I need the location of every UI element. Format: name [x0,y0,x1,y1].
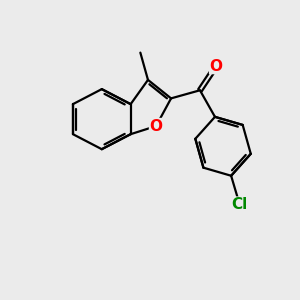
Text: Cl: Cl [232,197,248,212]
Text: O: O [150,118,163,134]
Text: O: O [210,58,223,74]
